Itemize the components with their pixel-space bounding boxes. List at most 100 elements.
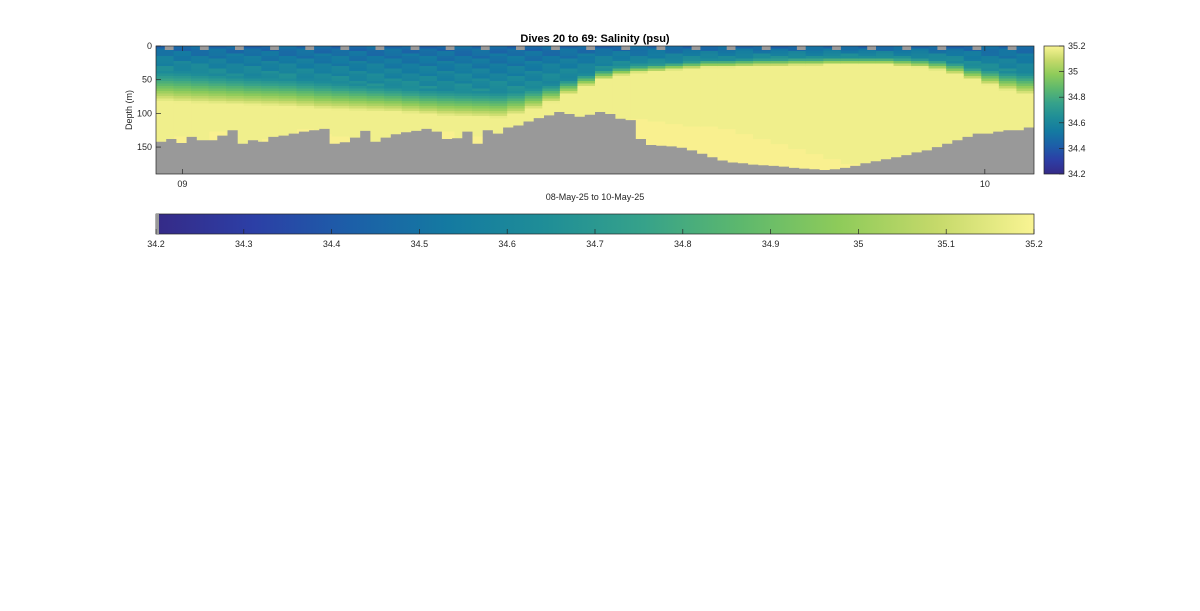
heatmap-cell (296, 73, 315, 77)
heatmap-cell (911, 66, 930, 70)
heatmap-cell (858, 53, 877, 57)
heatmap-cell (419, 68, 438, 72)
surface-gap (691, 46, 701, 50)
heatmap-cell (735, 103, 754, 107)
heatmap-cell (875, 151, 895, 155)
heatmap-cell (875, 46, 895, 50)
heatmap-cell (893, 113, 912, 117)
heatmap-cell (788, 93, 807, 97)
heatmap-cell (840, 66, 859, 70)
heatmap-cell (911, 53, 930, 57)
heatmap-cell (314, 91, 333, 95)
heatmap-cell (1016, 91, 1034, 95)
heatmap-cell (682, 106, 701, 110)
heatmap-cell (436, 86, 456, 90)
heatmap-cell (647, 66, 666, 70)
heatmap-cell (735, 128, 754, 132)
heatmap-cell (858, 91, 877, 95)
heatmap-cell (840, 111, 859, 115)
heatmap-cell (647, 98, 666, 102)
heatmap-cell (700, 121, 719, 125)
heatmap-cell (753, 136, 772, 140)
heatmap-cell (735, 121, 754, 125)
heatmap-cell (173, 126, 192, 130)
heatmap-cell (173, 58, 192, 62)
heatmap-cell (682, 118, 701, 122)
heatmap-cell (384, 71, 403, 75)
heatmap-cell (788, 126, 807, 130)
heatmap-cell (840, 136, 859, 140)
heatmap-cell (682, 61, 701, 65)
heatmap-cell (489, 76, 508, 80)
heatmap-cell (753, 131, 772, 135)
heatmap-cell (612, 98, 631, 102)
heatmap-cell (261, 71, 280, 75)
heatmap-cell (717, 51, 737, 55)
heatmap-cell (735, 76, 754, 80)
heatmap-cell (191, 48, 210, 52)
heatmap-cell (331, 101, 350, 105)
heatmap-cell (489, 96, 508, 100)
heatmap-cell (454, 83, 473, 87)
heatmap-cell (840, 138, 859, 142)
heatmap-cell (717, 118, 737, 122)
heatmap-cell (700, 106, 719, 110)
heatmap-cell (911, 48, 930, 52)
heatmap-cell (647, 91, 666, 95)
heatmap-cell (278, 71, 298, 75)
heatmap-cell (208, 56, 227, 60)
heatmap-cell (524, 88, 543, 92)
heatmap-cell (1016, 58, 1034, 62)
heatmap-cell (875, 91, 895, 95)
heatmap-cell (963, 106, 982, 110)
heatmap-cell (595, 63, 614, 67)
heatmap-cell (858, 78, 877, 82)
heatmap-cell (875, 83, 895, 87)
heatmap-cell (366, 136, 385, 140)
heatmap-cell (647, 83, 666, 87)
heatmap-cell (156, 108, 175, 112)
heatmap-cell (1016, 111, 1034, 115)
heatmap-cell (682, 91, 701, 95)
heatmap-cell (963, 73, 982, 77)
heatmap-cell (472, 98, 491, 102)
heatmap-cell (665, 68, 684, 72)
heatmap-cell (226, 123, 245, 127)
heatmap-cell (489, 48, 508, 52)
heatmap-cell (331, 106, 350, 110)
heatmap-cell (595, 81, 614, 85)
heatmap-cell (384, 61, 403, 65)
heatmap-cell (314, 126, 333, 130)
heatmap-cell (559, 76, 579, 80)
heatmap-cell (577, 81, 596, 85)
heatmap-cell (349, 113, 368, 117)
heatmap-cell (928, 78, 947, 82)
heatmap-cell (173, 108, 192, 112)
heatmap-cell (401, 96, 420, 100)
heatmap-cell (753, 81, 772, 85)
heatmap-cell (595, 78, 614, 82)
heatmap-cell (454, 123, 473, 127)
heatmap-cell (489, 51, 508, 55)
heatmap-cell (173, 73, 192, 77)
heatmap-cell (928, 66, 947, 70)
heatmap-cell (753, 66, 772, 70)
right-colorbar-tick-label: 34.6 (1068, 118, 1086, 128)
heatmap-cell (963, 98, 982, 102)
heatmap-cell (261, 81, 280, 85)
heatmap-cell (665, 93, 684, 97)
heatmap-cell (928, 128, 947, 132)
heatmap-cell (647, 106, 666, 110)
heatmap-cell (243, 116, 262, 120)
heatmap-cell (542, 81, 561, 85)
heatmap-cell (911, 108, 930, 112)
heatmap-cell (208, 121, 227, 125)
heatmap-cell (911, 143, 930, 147)
heatmap-cell (998, 66, 1018, 70)
heatmap-cell (981, 78, 1000, 82)
heatmap-cell (858, 88, 877, 92)
heatmap-cell (366, 71, 385, 75)
heatmap-cell (805, 143, 824, 147)
heatmap-cell (735, 51, 754, 55)
heatmap-cell (911, 106, 930, 110)
